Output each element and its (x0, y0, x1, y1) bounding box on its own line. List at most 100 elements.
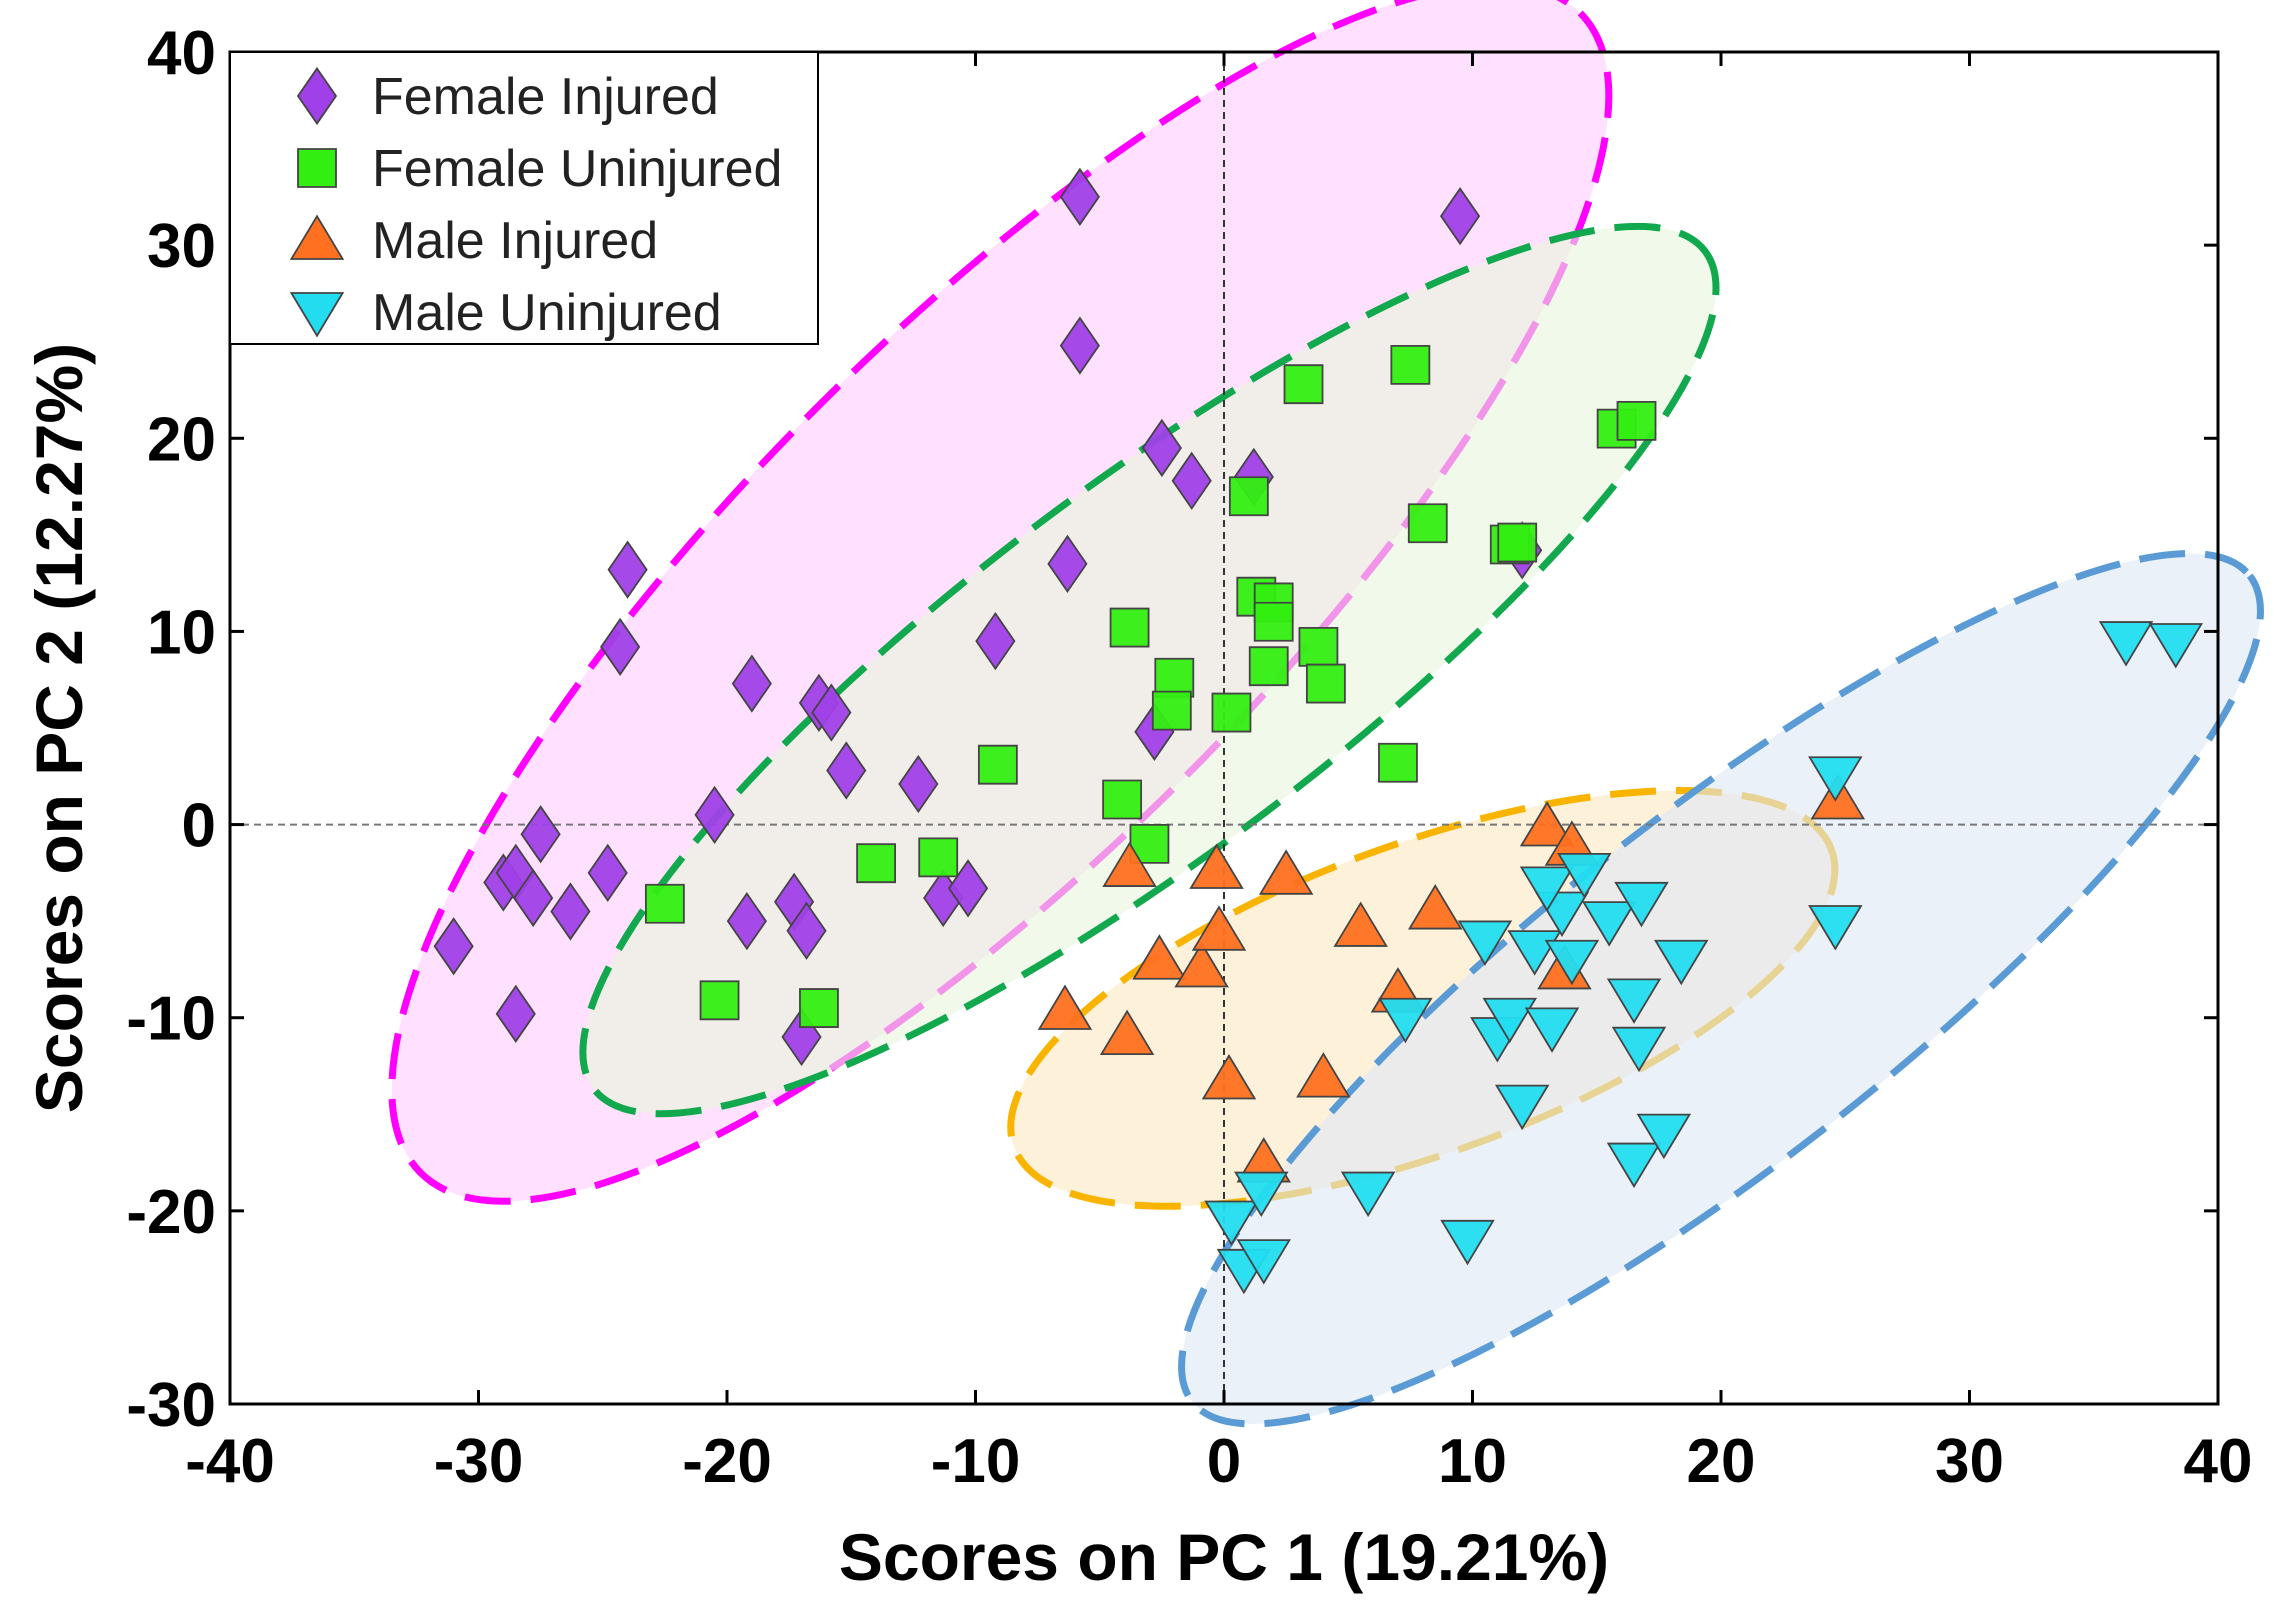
point-female-injured (786, 901, 827, 960)
point-female-injured (898, 754, 939, 814)
point-female-uninjured (1109, 607, 1150, 648)
point-female-injured (587, 843, 628, 902)
point-male-injured (1189, 843, 1244, 889)
point-male-uninjured (1440, 1219, 1495, 1266)
x-tick-label: -10 (931, 1427, 1021, 1496)
legend-label-female-uninjured: Female Uninjured (372, 140, 782, 198)
point-female-injured (1059, 316, 1100, 375)
y-tick-label: 10 (147, 598, 216, 667)
point-female-uninjured (1102, 779, 1143, 820)
point-male-injured (1102, 841, 1157, 887)
point-male-uninjured (1519, 866, 1575, 912)
point-male-uninjured (1611, 1026, 1667, 1073)
point-male-injured (1296, 1052, 1351, 1098)
x-axis-label: Scores on PC 1 (19.21%) (839, 1520, 1609, 1594)
y-tick-label: -10 (126, 985, 216, 1054)
point-male-injured (1201, 1054, 1257, 1100)
point-male-uninjured (1234, 1171, 1289, 1218)
point-female-injured (520, 805, 561, 864)
point-female-uninjured (918, 837, 959, 878)
point-female-injured (513, 868, 554, 928)
point-female-uninjured (856, 843, 896, 884)
point-male-uninjured (1236, 1239, 1291, 1285)
x-tick-label: 30 (1935, 1427, 2004, 1496)
point-female-uninjured (1497, 522, 1538, 563)
point-male-uninjured (1457, 920, 1513, 966)
point-female-injured (550, 882, 591, 941)
point-male-injured (1191, 905, 1247, 951)
y-axis-label: Scores on PC 2 (12.27%) (22, 343, 96, 1113)
data-points (433, 167, 2203, 1295)
point-male-injured (1099, 1009, 1155, 1055)
point-male-uninjured (1378, 997, 1433, 1044)
point-female-injured (1439, 187, 1481, 246)
point-male-uninjured (1636, 1113, 1692, 1160)
y-tick-label: 30 (147, 212, 216, 281)
point-male-uninjured (1544, 939, 1600, 986)
y-tick-label: -20 (126, 1178, 216, 1247)
point-female-injured (495, 984, 536, 1043)
point-female-uninjured (1407, 503, 1448, 544)
point-male-uninjured (1204, 1200, 1259, 1247)
point-female-uninjured (1616, 401, 1657, 441)
x-tick-label: -20 (682, 1427, 772, 1496)
legend-marker-male-injured (289, 214, 345, 260)
point-female-uninjured (1378, 742, 1418, 783)
ellipse-female-uninjured (579, 222, 1720, 1118)
x-tick-label: 0 (1207, 1427, 1241, 1496)
point-female-uninjured (977, 744, 1018, 785)
point-female-injured (600, 617, 641, 677)
x-tick-label: -40 (185, 1427, 275, 1496)
point-female-uninjured (1253, 601, 1294, 642)
point-female-injured (1141, 418, 1182, 478)
point-female-injured (811, 683, 852, 742)
y-tick-label: 20 (147, 405, 216, 474)
point-male-uninjured (1524, 1007, 1580, 1053)
point-female-injured (694, 785, 735, 845)
point-female-uninjured (1248, 646, 1289, 687)
point-female-injured (826, 741, 867, 800)
legend-marker-female-uninjured (297, 148, 337, 188)
ellipse-male-uninjured (1178, 550, 2264, 1428)
point-female-uninjured (1390, 344, 1431, 385)
point-male-uninjured (1340, 1171, 1396, 1218)
y-tick-label: 40 (147, 19, 216, 88)
point-female-uninjured (1228, 476, 1269, 517)
point-male-uninjured (1654, 939, 1709, 986)
point-female-injured (1059, 167, 1100, 226)
legend-marker-female-injured (296, 66, 338, 126)
point-male-uninjured (2148, 623, 2203, 669)
point-female-injured (975, 611, 1016, 671)
series-female-uninjured (644, 344, 1657, 1028)
point-female-injured (726, 892, 767, 951)
point-male-uninjured (1606, 978, 1662, 1024)
point-male-uninjured (2098, 621, 2154, 667)
legend: Female Injured Female Uninjured Male Injur… (229, 51, 819, 345)
legend-label-male-injured: Male Injured (372, 212, 658, 270)
point-female-uninjured (699, 980, 740, 1021)
point-female-uninjured (1305, 663, 1346, 704)
point-male-uninjured (1808, 905, 1863, 951)
x-tick-label: 40 (2184, 1427, 2253, 1496)
point-female-uninjured (1154, 657, 1195, 698)
point-female-uninjured (1211, 692, 1252, 733)
point-female-injured (947, 859, 989, 918)
legend-label-male-uninjured: Male Uninjured (372, 284, 722, 342)
y-tick-label: -30 (126, 1371, 216, 1440)
y-tick-label: 0 (182, 792, 216, 861)
point-female-uninjured (1151, 690, 1192, 731)
point-female-injured (1171, 451, 1212, 510)
point-female-injured (1047, 534, 1088, 593)
point-male-injured (1333, 901, 1388, 947)
point-male-uninjured (1482, 997, 1538, 1044)
point-male-injured (1519, 801, 1575, 847)
point-male-uninjured (1808, 756, 1863, 802)
point-male-uninjured (1557, 852, 1612, 899)
point-female-injured (731, 654, 772, 713)
point-male-uninjured (1614, 881, 1669, 928)
point-male-uninjured (1606, 1142, 1662, 1189)
point-female-injured (607, 540, 648, 599)
point-female-uninjured (1298, 626, 1339, 667)
